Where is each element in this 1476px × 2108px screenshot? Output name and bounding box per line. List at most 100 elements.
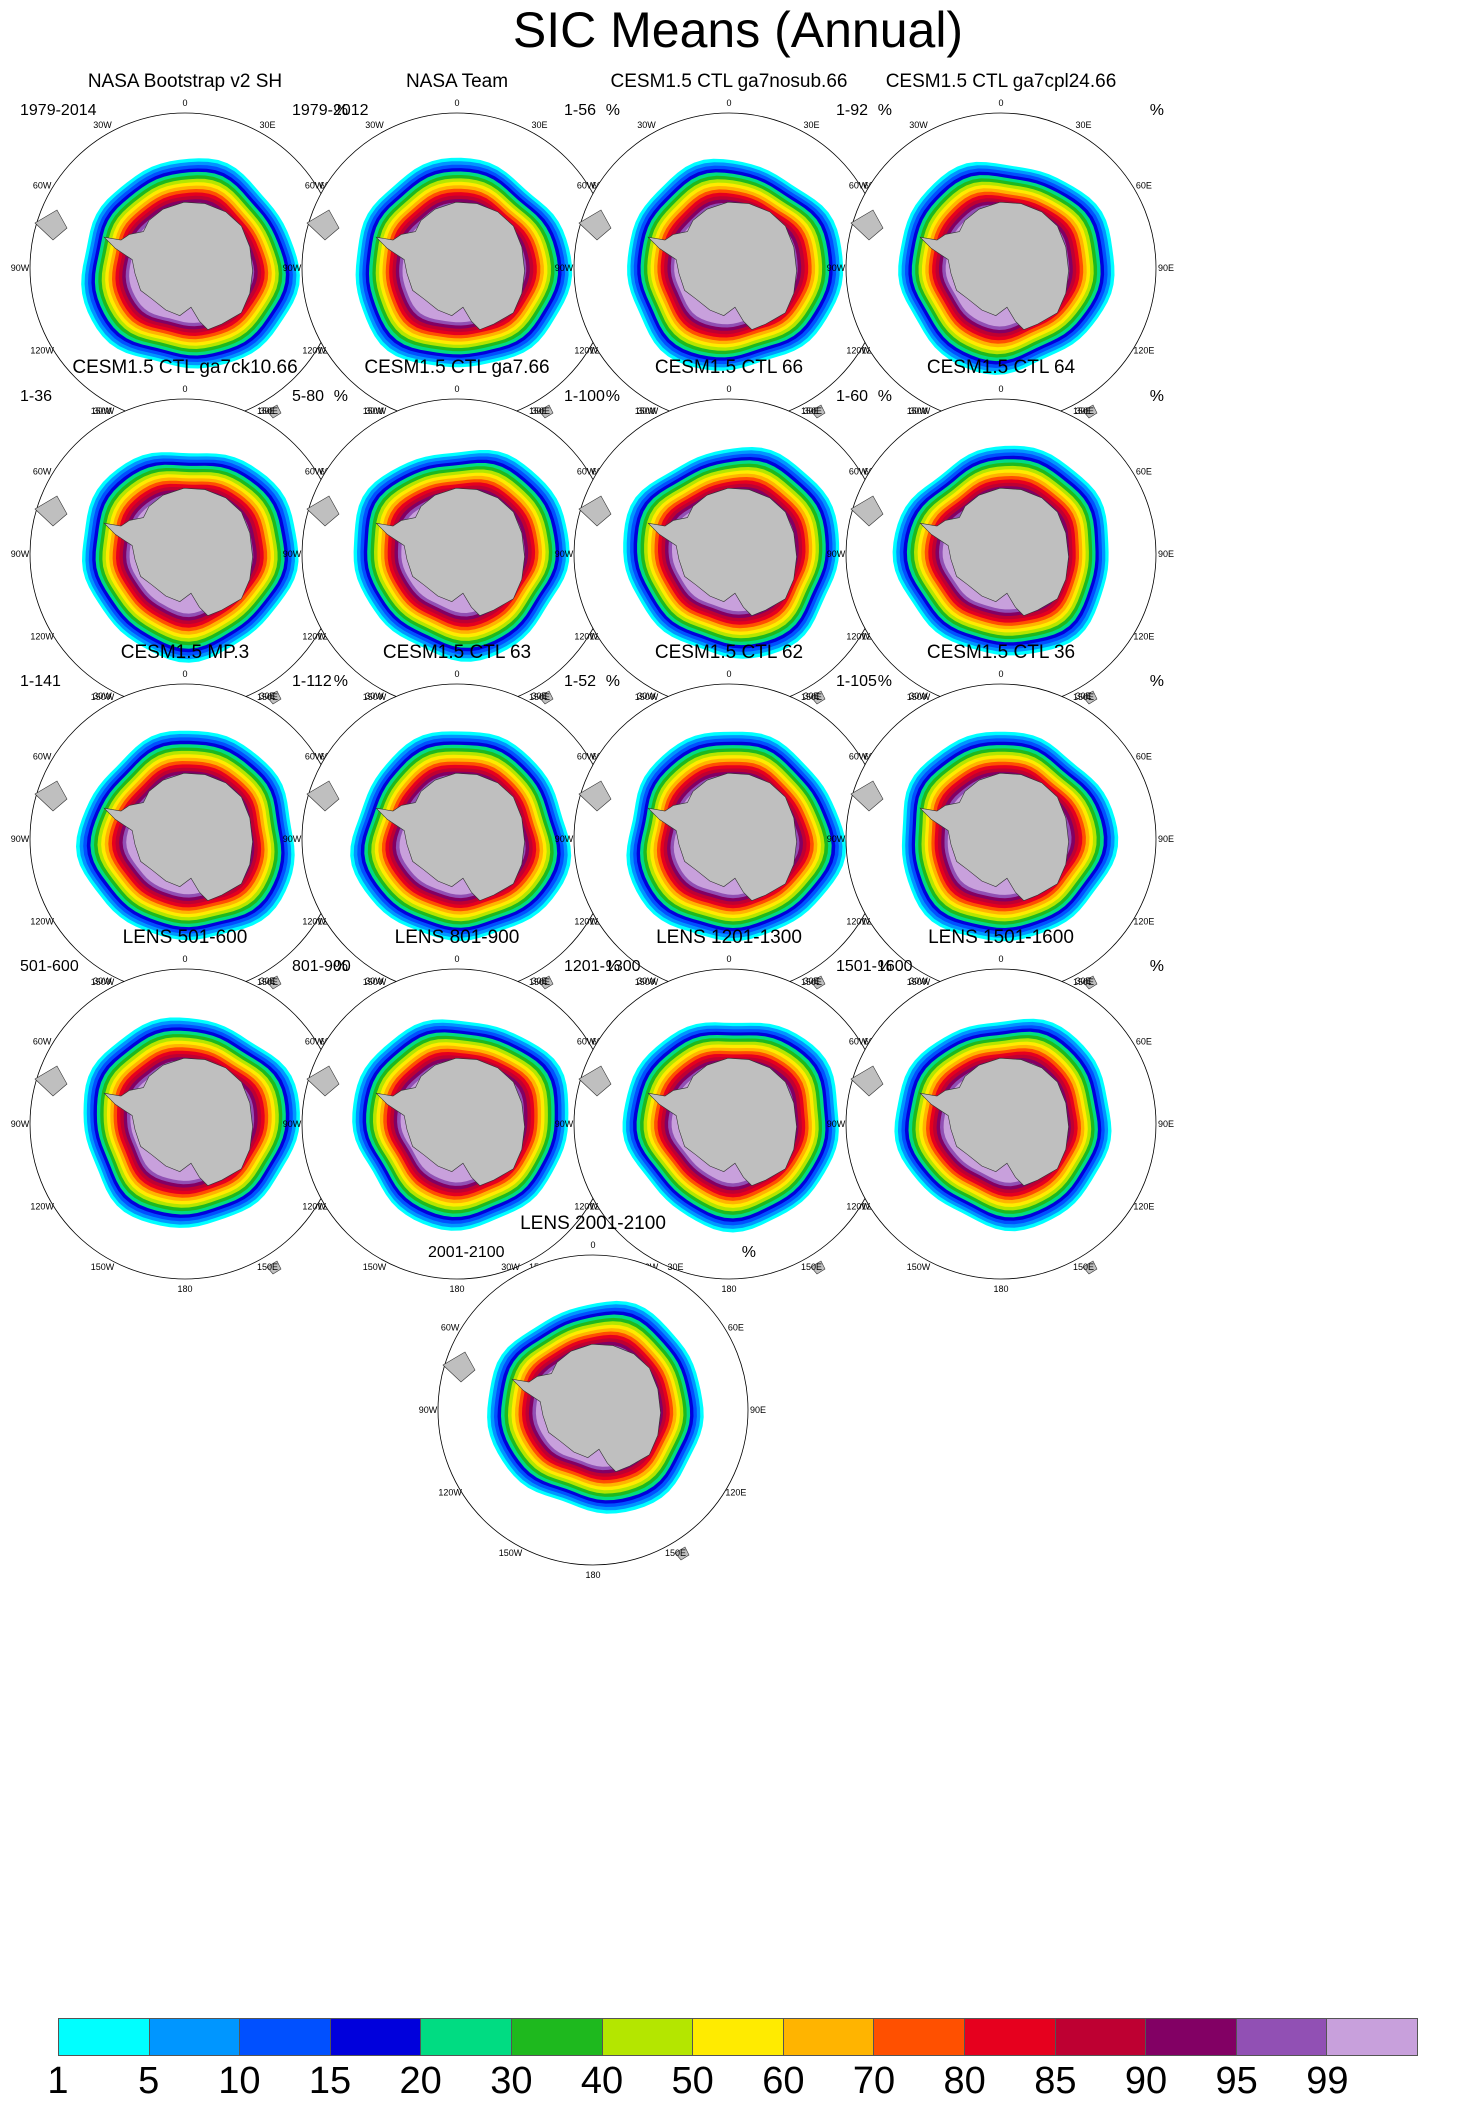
longitude-label: 30W [365, 120, 384, 130]
panel-title: CESM1.5 CTL 62 [654, 642, 804, 663]
longitude-label: 60W [33, 752, 52, 762]
south-america-landmass [34, 209, 68, 241]
longitude-label: 180 [721, 1284, 736, 1294]
panel-unit: % [1149, 673, 1164, 690]
panel-period: 1-105 [836, 673, 877, 690]
antarctica-landmass [919, 1057, 1069, 1186]
colorbar: 1 5 10 15 20 30 40 50 60 70 80 85 90 95 99 [47, 2018, 1418, 2104]
island-landmass [1082, 975, 1098, 990]
map-panel: LENS 501-600501-600%030E60E90E120E150E18… [11, 926, 358, 1306]
longitude-label: 150W [363, 1262, 387, 1272]
south-america-landmass [442, 1351, 476, 1383]
longitude-label: 150W [907, 977, 931, 987]
panel-unit: % [877, 102, 892, 119]
longitude-label: 90W [555, 263, 574, 273]
panel-title: CESM1.5 MP.3 [120, 642, 250, 663]
longitude-label: 60E [728, 1323, 744, 1333]
colorbar-swatch [59, 2019, 150, 2055]
longitude-label: 30E [1075, 691, 1091, 701]
panel-period: 1979-2012 [292, 102, 369, 119]
longitude-label: 30W [93, 120, 112, 130]
longitude-label: 60E [1136, 467, 1152, 477]
antarctica-landmass [103, 772, 253, 901]
longitude-label: 60E [1136, 752, 1152, 762]
panel-period: 2001-2100 [428, 1244, 505, 1261]
longitude-label: 60E [1136, 181, 1152, 191]
panel-period: 501-600 [20, 958, 79, 975]
antarctica-landmass [647, 772, 797, 901]
colorbar-tick-label: 10 [218, 2060, 261, 2102]
panel-unit: % [877, 388, 892, 405]
longitude-label: 150E [1073, 406, 1094, 416]
longitude-label: 0 [182, 954, 187, 964]
longitude-label: 30W [365, 406, 384, 416]
map-panel: CESM1.5 CTL ga7.665-80%030E60E90E120E150… [283, 356, 630, 736]
island-landmass [538, 975, 554, 990]
panel-grid: NASA Bootstrap v2 SH 1979-2014% 0 30E 60E 90E… [11, 70, 1174, 1580]
south-america-landmass [34, 495, 68, 527]
longitude-label: 150W [363, 692, 387, 702]
longitude-label: 30E [531, 120, 547, 130]
longitude-label: 150E [801, 1262, 822, 1272]
longitude-label: 120W [302, 1202, 326, 1212]
longitude-label: 0 [998, 669, 1003, 679]
panel-unit: % [1149, 102, 1164, 119]
south-america-landmass [850, 495, 884, 527]
colorbar-swatch [783, 2019, 875, 2055]
longitude-label: 120E [1133, 1202, 1154, 1212]
longitude-label: 90W [283, 549, 302, 559]
map-panel: LENS 801-900801-900%030E60E90E120E150E18… [283, 926, 630, 1306]
panel-title: CESM1.5 CTL ga7.66 [364, 357, 550, 378]
colorbar-swatch [330, 2019, 422, 2055]
panel-title: LENS 2001-2100 [520, 1213, 666, 1234]
longitude-label: 30E [803, 691, 819, 701]
colorbar-swatch [149, 2019, 241, 2055]
longitude-label: 150E [1073, 1262, 1094, 1272]
colorbar-swatch [1236, 2019, 1328, 2055]
map-panel: NASA Team1979-2012%030E60E90E120E150E180… [283, 70, 630, 450]
longitude-label: 120W [30, 1202, 54, 1212]
longitude-label: 120W [846, 632, 870, 642]
longitude-label: 150W [91, 406, 115, 416]
longitude-label: 150E [529, 406, 550, 416]
longitude-label: 90W [827, 1119, 846, 1129]
colorbar-tick-label: 80 [943, 2060, 986, 2102]
longitude-label: 90E [1158, 263, 1174, 273]
island-landmass [674, 1546, 690, 1561]
longitude-label: 150W [635, 977, 659, 987]
longitude-label: 30W [909, 120, 928, 130]
longitude-label: 150W [91, 692, 115, 702]
map-panel: CESM1.5 CTL 361-105%030E60E90E120E150E18… [827, 641, 1174, 1021]
south-america-landmass [306, 495, 340, 527]
longitude-label: 30E [531, 406, 547, 416]
longitude-label: 30W [909, 976, 928, 986]
longitude-label: 90W [283, 263, 302, 273]
panel-unit: % [605, 102, 620, 119]
longitude-label: 120W [302, 917, 326, 927]
map-panel: CESM1.5 CTL ga7nosub.661-56%030E60E90E12… [555, 70, 902, 450]
longitude-label: 90E [1158, 1119, 1174, 1129]
island-landmass [266, 975, 282, 990]
map-panel: CESM1.5 CTL 661-100%030E60E90E120E150E18… [555, 356, 902, 736]
longitude-label: 90E [1158, 549, 1174, 559]
map-panel: LENS 1501-1600 1501-1600% 0 30E 60E 90E 120E 15… [827, 926, 1174, 1306]
longitude-label: 60W [305, 467, 324, 477]
longitude-label: 30E [531, 976, 547, 986]
longitude-label: 120W [574, 1202, 598, 1212]
longitude-label: 120W [846, 1202, 870, 1212]
colorbar-tick-label: 70 [852, 2060, 896, 2102]
island-landmass [538, 404, 554, 419]
longitude-label: 120W [574, 917, 598, 927]
longitude-label: 60W [849, 752, 868, 762]
longitude-label: 30W [501, 1262, 520, 1272]
longitude-label: 0 [998, 384, 1003, 394]
panel-unit: % [333, 673, 348, 690]
longitude-label: 150W [363, 977, 387, 987]
longitude-label: 90W [11, 549, 30, 559]
longitude-label: 90E [1158, 834, 1174, 844]
longitude-label: 180 [585, 1570, 600, 1580]
longitude-label: 120E [725, 1488, 746, 1498]
